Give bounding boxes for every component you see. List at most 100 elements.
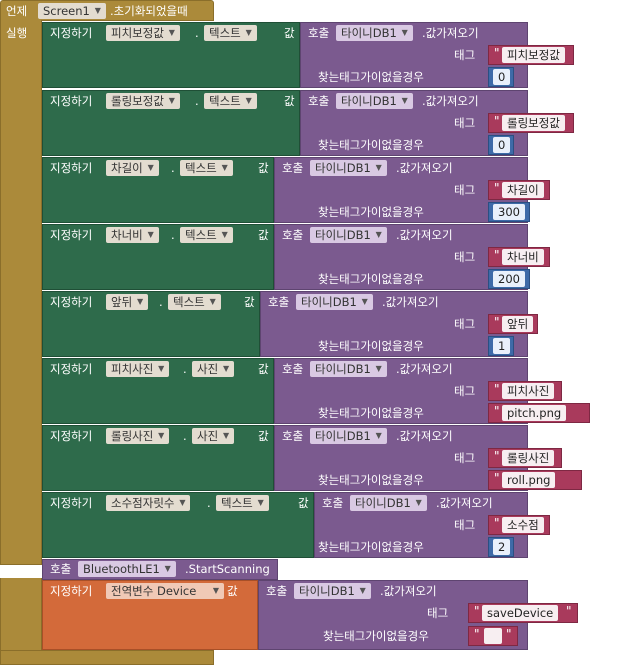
- db-label: 타이니DB1: [301, 295, 357, 309]
- chevron-down-icon: ▼: [257, 498, 264, 507]
- setter-set-label: 지정하기: [50, 362, 93, 376]
- setter-component-dropdown[interactable]: 차길이 ▼: [106, 160, 159, 176]
- default-number-value[interactable]: 300: [493, 204, 525, 220]
- setter-property-dropdown[interactable]: 텍스트 ▼: [168, 294, 221, 310]
- default-string-value[interactable]: roll.png: [502, 472, 556, 488]
- db-dropdown[interactable]: 타이니DB1 ▼: [310, 160, 387, 176]
- setter-component-label: 롤링사진: [111, 429, 154, 443]
- chevron-down-icon: ▼: [375, 230, 382, 239]
- db-dropdown[interactable]: 타이니DB1 ▼: [310, 428, 387, 444]
- quote-icon: ": [494, 382, 500, 396]
- tag-value[interactable]: 롤링사진: [502, 450, 555, 466]
- setter-property-label: 텍스트: [185, 228, 217, 242]
- setter-component-dropdown[interactable]: 앞뒤 ▼: [106, 294, 149, 310]
- tag-value[interactable]: 차길이: [502, 182, 544, 198]
- default-number-value[interactable]: 2: [493, 539, 511, 555]
- setter-property-dropdown[interactable]: 사진 ▼: [192, 428, 235, 444]
- setter-to-label: 값: [258, 228, 269, 242]
- global-db-dropdown[interactable]: 타이니DB1 ▼: [294, 583, 371, 599]
- db-dropdown[interactable]: 타이니DB1 ▼: [350, 495, 427, 511]
- tag-label: 태그: [454, 384, 476, 398]
- getvalue-label: .값가져오기: [396, 429, 453, 443]
- scan-component-dropdown[interactable]: BluetoothLE1 ▼: [78, 561, 176, 577]
- setter-block[interactable]: [42, 291, 260, 357]
- setter-property-dropdown[interactable]: 텍스트 ▼: [216, 495, 269, 511]
- getvalue-label: .값가져오기: [422, 26, 479, 40]
- notfound-label: 찾는태그가이없을경우: [318, 406, 424, 420]
- setter-component-label: 피치사진: [111, 362, 154, 376]
- quote-icon: ": [494, 449, 500, 463]
- db-label: 타이니DB1: [341, 26, 397, 40]
- setter-property-dropdown[interactable]: 텍스트 ▼: [204, 25, 257, 41]
- setter-component-label: 차길이: [111, 161, 143, 175]
- setter-component-label: 롤링보정값: [111, 94, 164, 108]
- global-notfound-value[interactable]: [484, 628, 502, 644]
- db-dropdown[interactable]: 타이니DB1 ▼: [336, 93, 413, 109]
- setter-property-label: 텍스트: [185, 161, 217, 175]
- db-dropdown[interactable]: 타이니DB1 ▼: [310, 227, 387, 243]
- default-string-value[interactable]: pitch.png: [502, 405, 567, 421]
- setter-component-dropdown[interactable]: 피치사진 ▼: [106, 361, 170, 377]
- default-number-value[interactable]: 200: [493, 271, 525, 287]
- setter-property-dropdown[interactable]: 텍스트 ▼: [180, 227, 233, 243]
- setter-component-label: 소수점자릿수: [111, 496, 175, 510]
- setter-to-label: 값: [258, 161, 269, 175]
- quote-icon: ": [494, 471, 500, 485]
- setter-property-dropdown[interactable]: 텍스트 ▼: [180, 160, 233, 176]
- chevron-down-icon: ▼: [223, 364, 230, 373]
- chevron-down-icon: ▼: [94, 6, 101, 15]
- global-notfound-label: 찾는태그가이없을경우: [323, 629, 429, 643]
- setter-component-dropdown[interactable]: 소수점자릿수 ▼: [106, 495, 191, 511]
- tag-value[interactable]: 롤링보정값: [502, 115, 565, 131]
- setter-component-dropdown[interactable]: 피치보정값 ▼: [106, 25, 180, 41]
- setter-component-dropdown[interactable]: 롤링사진 ▼: [106, 428, 170, 444]
- event-bottom-cap: [0, 650, 214, 665]
- chevron-down-icon: ▼: [361, 297, 368, 306]
- tag-label: 태그: [454, 250, 476, 264]
- quote-icon: ": [566, 604, 572, 618]
- setter-component-label: 피치보정값: [111, 26, 164, 40]
- tag-value[interactable]: 피치사진: [502, 383, 555, 399]
- setter-property-label: 사진: [197, 429, 219, 443]
- setter-set-label: 지정하기: [50, 429, 93, 443]
- chevron-down-icon: ▼: [401, 96, 408, 105]
- setter-property-dropdown[interactable]: 텍스트 ▼: [204, 93, 257, 109]
- tag-value[interactable]: 앞뒤: [502, 316, 534, 332]
- tag-value[interactable]: 소수점: [502, 517, 544, 533]
- event-component-dropdown[interactable]: Screen1 ▼: [38, 3, 106, 19]
- db-dropdown[interactable]: 타이니DB1 ▼: [296, 294, 373, 310]
- global-name-label: Device: [156, 584, 197, 598]
- default-number-value[interactable]: 1: [493, 338, 511, 354]
- chevron-down-icon: ▼: [164, 564, 171, 573]
- global-variable-dropdown[interactable]: 전역변수 Device ▼: [106, 583, 224, 599]
- setter-component-dropdown[interactable]: 차너비 ▼: [106, 227, 159, 243]
- db-label: 타이니DB1: [355, 496, 411, 510]
- tag-value[interactable]: 피치보정값: [502, 47, 565, 63]
- global-db-label: 타이니DB1: [299, 584, 355, 598]
- notfound-label: 찾는태그가이없을경우: [318, 540, 424, 554]
- db-label: 타이니DB1: [315, 161, 371, 175]
- global-tag-value[interactable]: saveDevice: [482, 605, 559, 621]
- db-label: 타이니DB1: [315, 429, 371, 443]
- default-number-value[interactable]: 0: [493, 69, 511, 85]
- db-label: 타이니DB1: [315, 228, 371, 242]
- property-dot: .: [159, 295, 163, 309]
- chevron-down-icon: ▼: [401, 28, 408, 37]
- global-tag-label: 태그: [427, 606, 449, 620]
- setter-set-label: 지정하기: [50, 161, 93, 175]
- setter-component-dropdown[interactable]: 롤링보정값 ▼: [106, 93, 180, 109]
- chevron-down-icon: ▼: [212, 586, 219, 595]
- tag-label: 태그: [454, 48, 476, 62]
- event-do-label: 실행: [6, 26, 28, 40]
- default-number-value[interactable]: 0: [493, 137, 511, 153]
- setter-property-dropdown[interactable]: 사진 ▼: [192, 361, 235, 377]
- db-dropdown[interactable]: 타이니DB1 ▼: [336, 25, 413, 41]
- setter-set-label: 지정하기: [50, 496, 93, 510]
- tag-value[interactable]: 차너비: [502, 249, 544, 265]
- call-label: 호출: [282, 161, 304, 175]
- db-label: 타이니DB1: [315, 362, 371, 376]
- event-bottom-bar: [0, 578, 42, 658]
- call-label: 호출: [282, 362, 304, 376]
- db-dropdown[interactable]: 타이니DB1 ▼: [310, 361, 387, 377]
- event-when-label: 언제: [6, 4, 28, 18]
